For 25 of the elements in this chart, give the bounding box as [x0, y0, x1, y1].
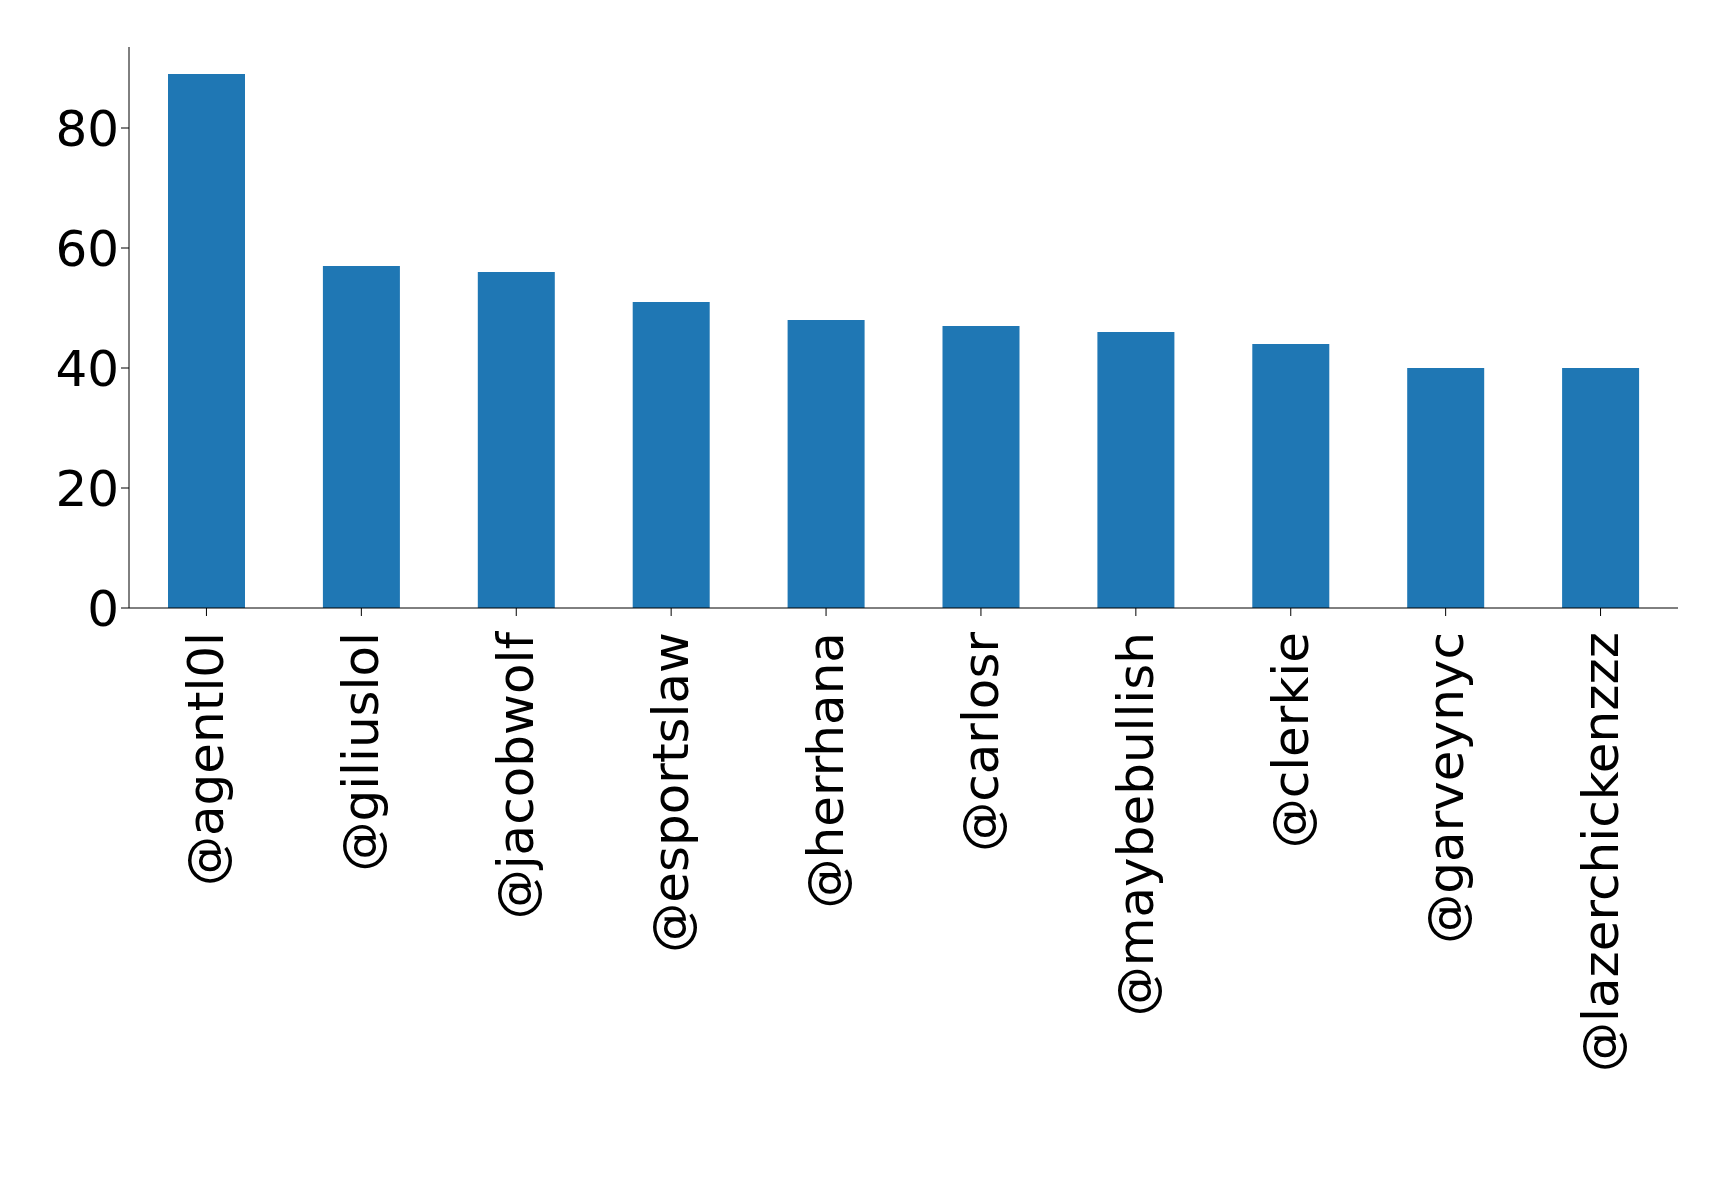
x-tick-label: @lazerchickenzzz	[1571, 632, 1630, 1072]
bar	[1407, 368, 1485, 608]
x-tick-label: @carlosr	[951, 631, 1010, 852]
bar	[168, 74, 245, 608]
bar	[632, 302, 710, 608]
bar	[322, 266, 400, 608]
bar	[942, 326, 1020, 608]
y-tick-label: 0	[87, 579, 119, 638]
bar	[1252, 344, 1330, 608]
y-tick-label: 40	[55, 339, 119, 398]
bar	[1097, 332, 1175, 608]
bar	[477, 272, 555, 608]
x-tick-label: @agentl0l	[177, 632, 236, 887]
x-tick-label: @herrhana	[797, 632, 856, 909]
y-tick-label: 80	[55, 99, 119, 158]
bar	[787, 320, 865, 608]
x-tick-label: @esportslaw	[642, 632, 701, 953]
x-tick-label: @jacobwolf	[487, 630, 546, 920]
y-tick-label: 60	[55, 219, 119, 278]
x-tick-label: @giliuslol	[332, 632, 391, 872]
x-tick-label: @garveynyc	[1416, 632, 1475, 944]
bar	[1562, 368, 1640, 608]
y-tick-label: 20	[55, 459, 119, 518]
x-tick-label: @maybebullish	[1106, 632, 1165, 1017]
x-tick-label: @clerkie	[1261, 632, 1320, 849]
